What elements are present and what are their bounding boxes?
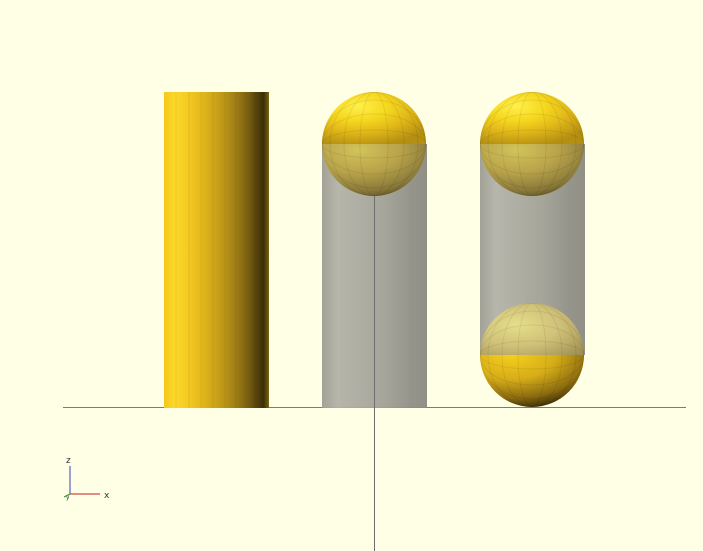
axes-indicator-x-label: x: [104, 491, 110, 501]
axes-indicator-y-label: y: [66, 494, 70, 501]
ghost-cylinder-with-two-spheres[interactable]: [478, 90, 588, 415]
axes-indicator-y-line: [63, 493, 71, 498]
yellow-cylinder[interactable]: [164, 92, 269, 408]
cylinder-facets: [175, 92, 263, 408]
axes-indicator-z-label: z: [66, 456, 71, 466]
axes-indicator: z x y: [63, 456, 110, 501]
